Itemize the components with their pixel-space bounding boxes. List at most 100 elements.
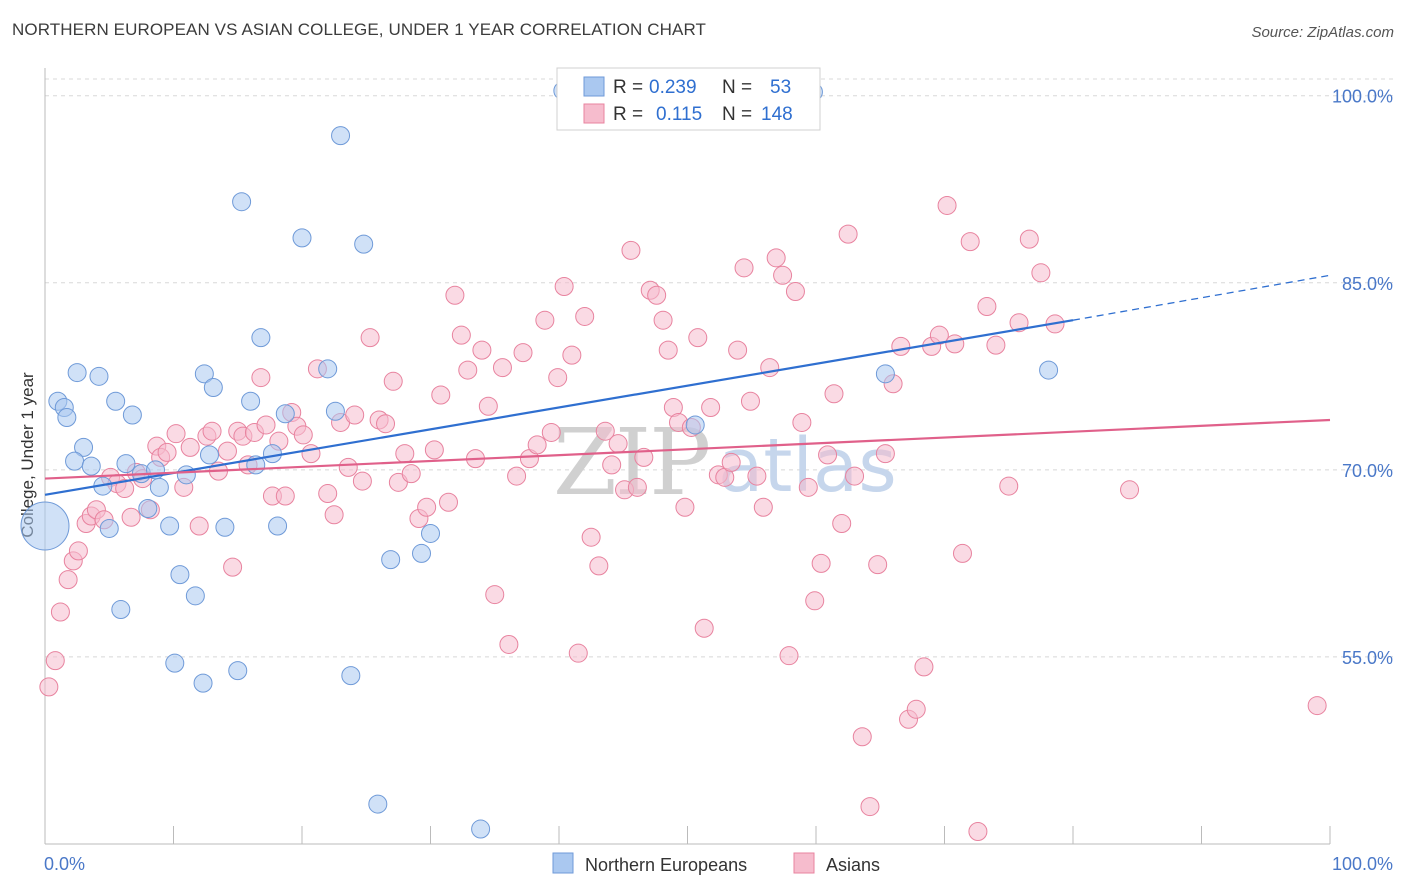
northern-europeans-point: [331, 126, 351, 146]
northern-europeans-point: [381, 550, 401, 570]
asians-point: [554, 277, 574, 297]
northern-europeans-point: [471, 819, 491, 839]
northern-europeans-point: [170, 565, 190, 585]
northern-europeans-point: [251, 328, 271, 348]
asians-point: [451, 325, 471, 345]
legend-n-label-blue: N =: [722, 77, 752, 98]
asians-point: [766, 248, 786, 268]
northern-europeans-point: [268, 516, 288, 536]
asians-point: [352, 471, 372, 491]
axis-layer: 55.0% 70.0% 85.0% 100.0% 0.0% 100.0%: [44, 68, 1393, 874]
asians-point: [121, 507, 141, 527]
northern-europeans-point: [228, 661, 248, 681]
asians-point: [1009, 313, 1029, 333]
bottom-legend-label-pink: Asians: [826, 855, 880, 875]
legend-r-label-blue: R =: [613, 77, 643, 98]
asians-point: [318, 484, 338, 504]
asians-point: [535, 310, 555, 330]
asians-point: [345, 405, 365, 425]
asians-point: [798, 477, 818, 497]
northern-europeans-point: [292, 228, 312, 248]
asians-point: [977, 296, 997, 316]
y-tick-label: 85.0%: [1342, 274, 1393, 294]
asians-point: [811, 553, 831, 573]
asians-point: [50, 602, 70, 622]
asians-point: [728, 340, 748, 360]
asians-point: [721, 452, 741, 472]
asians-point: [548, 368, 568, 388]
asians-point: [658, 340, 678, 360]
asians-point: [891, 336, 911, 356]
bottom-legend-label-blue: Northern Europeans: [585, 855, 747, 875]
asians-point: [166, 424, 186, 444]
asians-point: [485, 585, 505, 605]
northern-europeans-point: [65, 451, 85, 471]
asians-point: [595, 421, 615, 441]
northern-europeans-point: [325, 401, 345, 421]
legend-r-value-pink: 0.115: [656, 104, 702, 125]
asians-point: [734, 258, 754, 278]
northern-europeans-point: [318, 359, 338, 379]
asians-point: [653, 310, 673, 330]
asians-point: [1120, 480, 1140, 500]
northern-europeans-point: [111, 600, 131, 620]
x-tick-label-min: 0.0%: [44, 854, 85, 874]
asians-point: [293, 425, 313, 445]
asians-point: [562, 345, 582, 365]
northern-europeans-point: [74, 437, 94, 457]
legend-box: R = 0.239 N = 53 R = 0.115 N = 148: [556, 67, 821, 131]
northern-europeans-point: [412, 543, 432, 563]
legend-swatch-blue: [583, 76, 605, 97]
asians-point: [217, 441, 237, 461]
asians-point: [832, 513, 852, 533]
asians-point: [608, 434, 628, 454]
asians-point: [740, 391, 760, 411]
bottom-legend: Northern Europeans Asians: [552, 852, 880, 875]
northern-europeans-point: [149, 477, 169, 497]
asians-point: [694, 618, 714, 638]
asians-point: [251, 368, 271, 388]
asians-point: [602, 455, 622, 475]
asians-point: [999, 476, 1019, 496]
asians-point: [675, 497, 695, 517]
asians-point: [338, 457, 358, 477]
legend-n-label-pink: N =: [722, 104, 752, 125]
asians-point: [472, 340, 492, 360]
asians-point: [499, 634, 519, 654]
trend-lines: [44, 274, 1331, 496]
asians-point: [986, 335, 1006, 355]
asians-point: [513, 343, 533, 363]
asians-point: [45, 651, 65, 671]
northern-europeans-point: [354, 234, 374, 254]
asians-point: [58, 570, 78, 590]
asians-point: [431, 385, 451, 405]
asians-point: [376, 414, 396, 434]
northern-europeans-point: [67, 363, 87, 383]
y-tick-label: 70.0%: [1342, 461, 1393, 481]
northern-europeans-point: [194, 364, 214, 384]
asians-point: [492, 358, 512, 378]
legend-n-value-pink: 148: [761, 104, 793, 125]
asians-point: [157, 442, 177, 462]
northern-europeans-point: [341, 666, 361, 686]
northern-europeans-point: [203, 378, 223, 398]
chart-title: NORTHERN EUROPEAN VS ASIAN COLLEGE, UNDE…: [12, 20, 706, 39]
northern-europeans-point: [262, 444, 282, 464]
asians-point: [324, 505, 344, 525]
asians-point: [478, 396, 498, 416]
northern-europeans-point: [81, 456, 101, 476]
northern-europeans-point: [368, 794, 388, 814]
asians-point: [541, 422, 561, 442]
source-label: Source: ZipAtlas.com: [1251, 24, 1394, 41]
northern-europeans-point: [57, 407, 77, 427]
asians-point: [824, 384, 844, 404]
legend-n-value-blue: 53: [770, 77, 791, 98]
asians-point: [507, 466, 527, 486]
asians-point: [968, 822, 988, 842]
asians-point: [1031, 263, 1051, 283]
asians-point: [275, 486, 295, 506]
asians-point: [634, 447, 654, 467]
asians-point: [838, 224, 858, 244]
asians-point: [875, 444, 895, 464]
